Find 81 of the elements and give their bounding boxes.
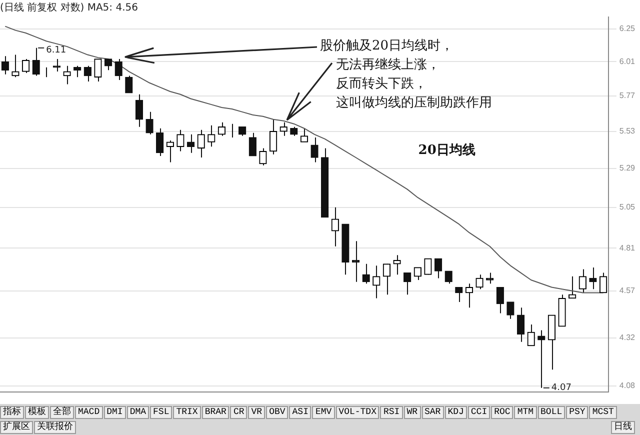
annotation: 股价触及20日均线时，无法再继续上涨，反而转头下跌，这叫做均线的压制助跌作用 — [320, 38, 492, 110]
text: BRAR — [202, 406, 230, 419]
y-tick-label: 5.29 — [619, 164, 636, 173]
candlestick — [434, 258, 442, 279]
chart-subtitle: (日线 前复权 对数) MA5: 4.56 — [0, 2, 138, 14]
candlestick — [94, 58, 102, 82]
text: FSL — [150, 406, 172, 419]
candlestick — [146, 111, 154, 135]
text: OBV — [266, 406, 288, 419]
y-tick-label: 4.57 — [619, 286, 636, 296]
candlestick — [424, 258, 432, 276]
candlestick — [166, 140, 174, 163]
candlestick — [259, 148, 267, 166]
candlestick — [496, 286, 504, 314]
text: CR — [230, 406, 248, 419]
text: ASI — [289, 406, 312, 419]
y-tick-label: 6.25 — [619, 24, 636, 34]
text: EMV — [312, 406, 335, 419]
candlestick — [280, 122, 288, 136]
candlestick — [589, 266, 597, 290]
y-tick-label: 5.77 — [619, 91, 636, 100]
text: MCST — [589, 406, 617, 419]
candlestick — [516, 307, 525, 342]
text: TRIX — [173, 406, 201, 419]
candlestick — [465, 283, 474, 308]
text: VOL-TDX — [336, 406, 380, 419]
candlestick — [372, 265, 380, 299]
candlestick — [176, 129, 184, 152]
candlestick — [599, 272, 608, 294]
candlestick — [156, 128, 164, 156]
candlestick — [12, 54, 20, 78]
candlestick — [506, 301, 514, 320]
candlestick — [208, 124, 216, 148]
text: 日线 — [611, 421, 635, 434]
annotation: 4.07 — [551, 383, 572, 394]
candlestick — [74, 65, 82, 78]
text: MACD — [75, 406, 103, 419]
text: 扩展区 — [0, 421, 33, 434]
candlestick — [63, 65, 71, 85]
candlestick — [248, 132, 256, 156]
text: 模板 — [25, 406, 49, 419]
text: DMA — [126, 406, 150, 419]
text: BOLL — [538, 406, 566, 419]
candlestick — [218, 122, 226, 136]
y-tick-label: 5.05 — [619, 202, 636, 212]
text: SAR — [422, 406, 444, 419]
candlestick — [300, 128, 308, 143]
y-tick-label: 4.08 — [619, 381, 636, 390]
text: WR — [404, 406, 420, 419]
candlestick — [548, 314, 556, 370]
candlestick — [269, 118, 278, 155]
y-tick-label: 6.01 — [619, 56, 636, 66]
candlestick — [135, 94, 144, 128]
y-tick-label: 5.53 — [619, 126, 636, 136]
candlestick — [362, 263, 370, 284]
candlestick — [331, 206, 339, 247]
text: 指标 — [0, 406, 24, 419]
text: KDJ — [444, 406, 467, 419]
text: RSI — [380, 406, 403, 419]
text: VR — [248, 406, 266, 419]
candlestick — [455, 286, 463, 302]
text: DMI — [104, 406, 126, 419]
text: MTM — [514, 406, 537, 419]
text: PSY — [566, 406, 588, 419]
candlestick — [125, 75, 133, 94]
y-tick-label: 4.81 — [619, 243, 636, 252]
candlestick — [578, 268, 586, 294]
annotation: 6.11 — [46, 45, 66, 56]
text: 20日均线 — [418, 143, 476, 158]
text: 全部 — [50, 406, 74, 419]
candlestick — [393, 254, 401, 276]
candlestick — [382, 263, 391, 296]
candlestick — [186, 134, 195, 154]
text: CCI — [468, 406, 490, 419]
candlestick — [114, 58, 122, 81]
candlestick — [527, 324, 535, 346]
candlestick — [310, 136, 318, 163]
text: ROC — [491, 406, 514, 419]
text: 关联报价 — [34, 421, 76, 434]
candlestick — [197, 129, 205, 158]
y-tick-label: 4.32 — [619, 333, 636, 342]
